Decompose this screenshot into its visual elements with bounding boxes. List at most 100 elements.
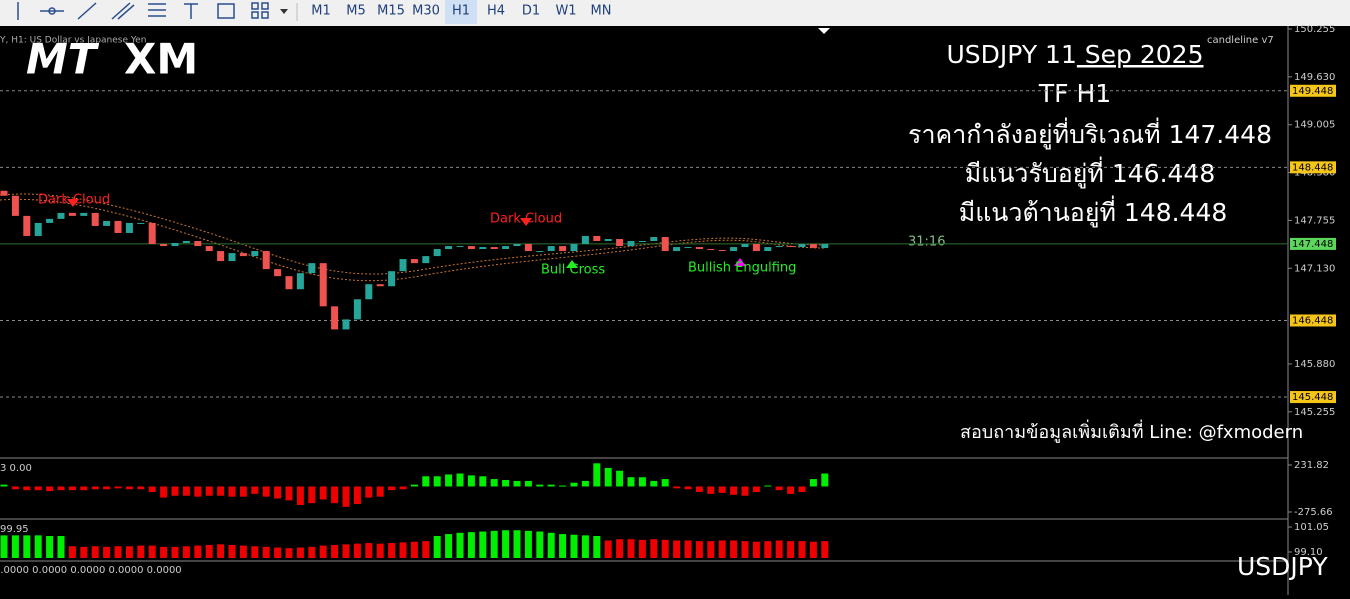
indicator-bar [502, 479, 510, 487]
overlay-title: USDJPY 11 Sep 2025 [947, 40, 1204, 69]
candle-body [638, 241, 646, 243]
indicator-bar [536, 531, 544, 558]
indicator-bar [445, 474, 453, 487]
timeframe-button[interactable]: M30 [412, 4, 440, 19]
toolbar [0, 0, 1350, 26]
candle-body [23, 215, 31, 236]
timeframe-button[interactable]: H1 [452, 4, 470, 19]
indicator-bar [239, 486, 247, 497]
candle-body [171, 242, 179, 247]
candle-body [251, 251, 259, 257]
candle-body [353, 299, 361, 320]
indicator-bar [205, 544, 213, 558]
indicator-bar [559, 534, 567, 558]
indicator-bar [821, 541, 829, 558]
timeframe-button[interactable]: W1 [555, 4, 576, 19]
pattern-label: Bull Cross [541, 263, 605, 278]
candle-body [388, 271, 396, 287]
level-box [1290, 237, 1336, 250]
indicator-bar [741, 541, 749, 558]
indicator-bar [479, 531, 487, 558]
indicator-bar [194, 486, 202, 497]
indicator-bar [217, 486, 225, 496]
indicator-bar [638, 539, 646, 558]
price-tick-label: 147.130 [1294, 263, 1335, 274]
candle-body [80, 212, 88, 216]
indicator-bar [68, 486, 76, 491]
indicator-bar [718, 486, 726, 493]
timeframe-button[interactable]: MN [591, 4, 612, 19]
overlay-line: มีแนวต้านอยู่ที่ 148.448 [959, 195, 1228, 228]
timeframe-button[interactable]: M1 [311, 4, 331, 19]
panel-tick-label: 99.10 [1294, 547, 1323, 558]
indicator-bar [718, 540, 726, 558]
indicator-bar [410, 484, 418, 487]
candle-body [536, 251, 544, 253]
candle-body [456, 246, 464, 248]
indicator-bar [251, 546, 259, 558]
candle-body [547, 246, 555, 252]
logo-mt: MT [26, 35, 100, 84]
timeframe-button[interactable]: M15 [377, 4, 405, 19]
panel-label: 0.0000 0.0000 0.0000 0.0000 0.0000 [0, 565, 182, 576]
candle-body [661, 237, 669, 252]
drawing-tools[interactable] [17, 2, 269, 20]
dropdown[interactable] [280, 9, 288, 14]
indicator-bar [285, 548, 293, 558]
indicator-bar [593, 463, 601, 487]
indicator-bar [11, 535, 19, 558]
candle-body [764, 247, 772, 252]
indicator-bar [308, 546, 316, 558]
timeframe-button[interactable]: M5 [346, 4, 366, 19]
candle-body [422, 256, 430, 264]
indicator-bar [388, 543, 396, 558]
candle-body [239, 253, 247, 257]
candle-body [11, 195, 19, 216]
indicator-bar [331, 544, 339, 558]
contact: สอบถามข้อมูลเพิ่มเติมที่ Line: @fxmodern [960, 419, 1303, 443]
overlay-line: มีแนวรับอยู่ที่ 146.448 [965, 156, 1216, 189]
signal-arrow [520, 218, 532, 226]
candle-body [787, 246, 795, 248]
candle-body [0, 190, 8, 196]
timeframe-button[interactable]: D1 [522, 4, 540, 19]
candle-body [34, 222, 42, 236]
indicator-bar [103, 486, 111, 490]
indicator-bar [125, 486, 133, 490]
panel-tick-label: 231.82 [1294, 460, 1329, 471]
indicator-bar [46, 535, 54, 558]
candle-body [114, 220, 122, 233]
pattern-label: Bullish Engulfing [688, 261, 796, 276]
candle-body [148, 222, 156, 244]
envelope [0, 193, 827, 282]
candle-body [160, 243, 168, 247]
overlay-timeframe: TF H1 [1038, 79, 1111, 108]
indicator-bar [353, 543, 361, 558]
indicator-bar [68, 546, 76, 558]
candle-body [604, 239, 612, 242]
candle-body [68, 212, 76, 216]
logo-xm: XM [124, 35, 198, 84]
candle-body [502, 246, 510, 250]
level-label: 147.448 [1292, 239, 1333, 250]
indicator-bar [456, 473, 464, 487]
indicator-bar [376, 486, 384, 497]
candle-body [707, 249, 715, 251]
indicator-bar [581, 480, 589, 487]
indicator-bar [205, 486, 213, 496]
candle-body [308, 263, 316, 274]
indicator-bar [707, 486, 715, 494]
indicator-bar [103, 546, 111, 558]
indicator-bar [695, 486, 703, 493]
indicator-bar [730, 486, 738, 495]
panel-tick-label: -275.66 [1294, 507, 1333, 518]
panel-label: 99.95 [0, 524, 29, 535]
candle-body [490, 247, 498, 250]
candle-body [91, 212, 99, 226]
indicator-bar [661, 539, 669, 558]
timeframe-button[interactable]: H4 [487, 4, 505, 19]
candle-body [376, 284, 384, 287]
candle-body [524, 243, 532, 252]
indicator-bar [422, 476, 430, 487]
